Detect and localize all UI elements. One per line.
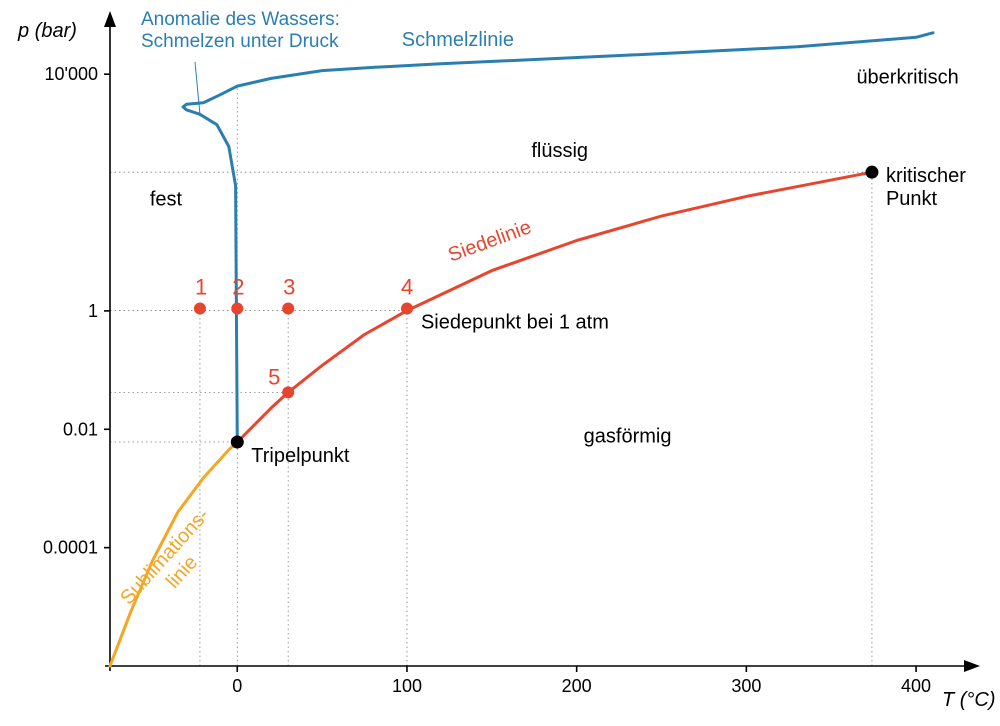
anomaly-annotation: Anomalie des Wassers:Schmelzen unter Dru… bbox=[141, 9, 340, 52]
x-tick-label: 300 bbox=[731, 676, 761, 696]
region-label-fest: fest bbox=[150, 189, 183, 211]
triple-point bbox=[231, 435, 244, 448]
melting-label: Schmelzlinie bbox=[402, 29, 514, 51]
boiling-1atm-label: Siedepunkt bei 1 atm bbox=[421, 312, 609, 334]
x-axis-title: T (°C) bbox=[942, 689, 996, 711]
region-label-gasfoermig: gasförmig bbox=[584, 425, 672, 447]
numbered-label-3: 3 bbox=[283, 274, 295, 299]
y-axis-title: p (bar) bbox=[17, 20, 77, 42]
numbered-label-4: 4 bbox=[401, 274, 413, 299]
numbered-point-1 bbox=[194, 302, 206, 314]
numbered-point-3 bbox=[282, 302, 294, 314]
x-tick-label: 100 bbox=[392, 676, 422, 696]
phase-diagram: 0 100 200 300 400 0.0001 0.01 1 10'000 T (°C) p (b… bbox=[0, 0, 1000, 726]
x-tick-label: 200 bbox=[562, 676, 592, 696]
y-tick-label: 10'000 bbox=[45, 64, 99, 84]
y-tick-label: 0.0001 bbox=[43, 538, 98, 558]
region-label-fluessig: flüssig bbox=[531, 140, 588, 162]
critical-point bbox=[865, 166, 878, 179]
melting-curve bbox=[183, 33, 933, 442]
y-tick-label: 1 bbox=[88, 301, 98, 321]
x-tick-label: 0 bbox=[232, 676, 242, 696]
x-tick-label: 400 bbox=[901, 676, 931, 696]
numbered-point-4 bbox=[401, 302, 413, 314]
numbered-label-2: 2 bbox=[232, 274, 244, 299]
numbered-point-5 bbox=[282, 386, 294, 398]
y-axis-arrow-icon bbox=[104, 11, 116, 27]
numbered-label-1: 1 bbox=[195, 274, 207, 299]
critical-point-label: kritischerPunkt bbox=[886, 165, 966, 210]
boiling-curve bbox=[237, 172, 872, 442]
numbered-label-5: 5 bbox=[268, 364, 280, 389]
y-tick-label: 0.01 bbox=[63, 419, 98, 439]
numbered-point-2 bbox=[231, 302, 243, 314]
triple-point-label: Tripelpunkt bbox=[251, 445, 350, 467]
anomaly-pointer-line bbox=[195, 62, 200, 114]
x-axis-arrow-icon bbox=[964, 660, 980, 672]
region-label-ueberkritisch: überkritisch bbox=[856, 66, 958, 88]
